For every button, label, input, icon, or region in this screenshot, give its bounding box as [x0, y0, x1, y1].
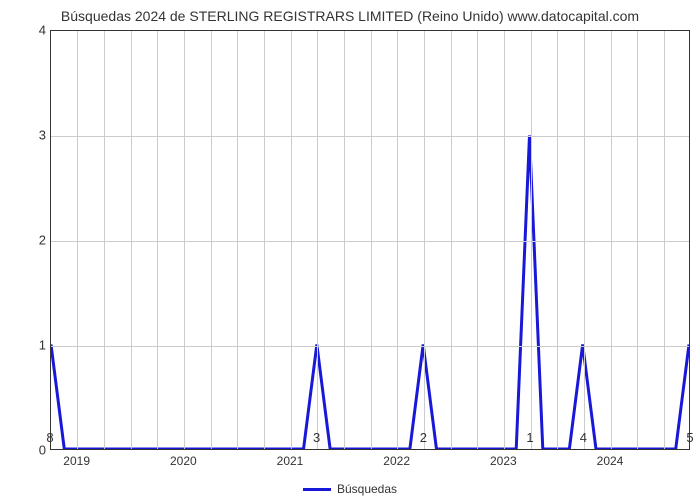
legend-swatch [303, 488, 331, 491]
grid-line-vertical [131, 31, 132, 449]
grid-line-vertical [424, 31, 425, 449]
x-year-label: 2020 [170, 454, 197, 468]
grid-line-vertical [264, 31, 265, 449]
x-value-label: 4 [580, 430, 587, 445]
legend-label: Búsquedas [337, 482, 397, 496]
x-value-label: 3 [313, 430, 320, 445]
grid-line-vertical [451, 31, 452, 449]
x-year-label: 2019 [63, 454, 90, 468]
x-value-label: 1 [526, 430, 533, 445]
y-tick-label: 4 [6, 23, 46, 38]
grid-line-vertical [397, 31, 398, 449]
grid-line-vertical [584, 31, 585, 449]
x-year-label: 2024 [597, 454, 624, 468]
grid-line-vertical [531, 31, 532, 449]
grid-line-vertical [477, 31, 478, 449]
x-value-label: 5 [686, 430, 693, 445]
y-tick-label: 3 [6, 128, 46, 143]
y-tick-label: 2 [6, 233, 46, 248]
grid-line-vertical [664, 31, 665, 449]
plot-area [50, 30, 690, 450]
grid-line-vertical [77, 31, 78, 449]
chart-container: Búsquedas 2024 de STERLING REGISTRARS LI… [0, 0, 700, 500]
grid-line-vertical [157, 31, 158, 449]
grid-line-vertical [237, 31, 238, 449]
grid-line-vertical [291, 31, 292, 449]
y-tick-label: 0 [6, 443, 46, 458]
grid-line-vertical [557, 31, 558, 449]
x-year-label: 2021 [277, 454, 304, 468]
grid-line-vertical [371, 31, 372, 449]
grid-line-vertical [637, 31, 638, 449]
grid-line-vertical [184, 31, 185, 449]
x-value-label: 8 [46, 430, 53, 445]
x-year-label: 2023 [490, 454, 517, 468]
grid-line-vertical [611, 31, 612, 449]
grid-line-vertical [211, 31, 212, 449]
x-value-label: 2 [420, 430, 427, 445]
x-year-label: 2022 [383, 454, 410, 468]
y-tick-label: 1 [6, 338, 46, 353]
grid-line-vertical [504, 31, 505, 449]
grid-line-vertical [104, 31, 105, 449]
legend: Búsquedas [303, 482, 397, 496]
grid-line-vertical [317, 31, 318, 449]
grid-line-vertical [344, 31, 345, 449]
chart-title: Búsquedas 2024 de STERLING REGISTRARS LI… [0, 0, 700, 24]
